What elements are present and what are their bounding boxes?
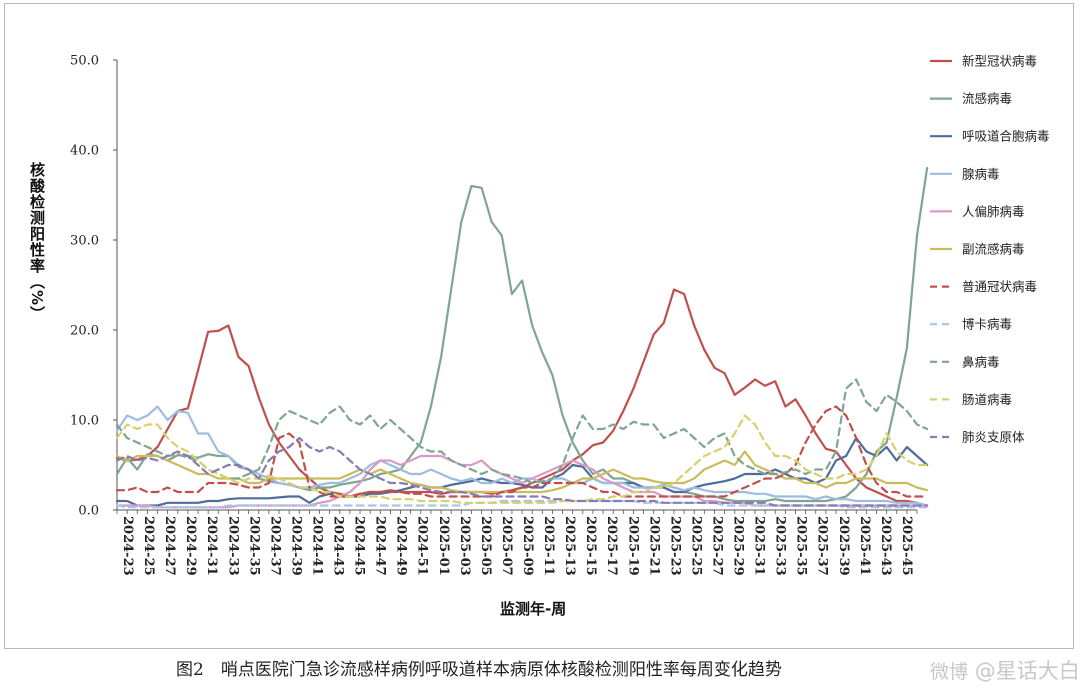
x-tick-label: 2025-35 <box>794 516 809 576</box>
y-axis-label: 核酸检测阳性率（%） <box>28 162 46 323</box>
series-line-鼻病毒 <box>115 378 929 485</box>
line-chart: 0.010.020.030.040.050.0 2024-23 2024-25 20… <box>70 54 1050 576</box>
watermark-text: @星话大白 <box>974 659 1080 683</box>
series-lines <box>115 166 929 509</box>
x-tick-label: 2024-37 <box>267 516 282 576</box>
x-tick-label: 2024-31 <box>204 516 219 576</box>
x-tick-label: 2025-41 <box>857 516 872 576</box>
legend-label: 鼻病毒 <box>962 354 1000 369</box>
chart-frame <box>4 3 1074 649</box>
y-tick-label: 20.0 <box>70 324 99 339</box>
legend-label: 人偏肺病毒 <box>962 204 1025 219</box>
legend-label: 新型冠状病毒 <box>962 54 1037 69</box>
series-line-副流感病毒 <box>115 450 929 494</box>
x-tick-label: 2025-31 <box>752 516 767 576</box>
series-line-新型冠状病毒 <box>115 288 919 504</box>
x-tick-label: 2024-23 <box>120 516 135 576</box>
x-tick-label: 2025-23 <box>667 516 682 576</box>
legend-label: 博卡病毒 <box>962 317 1012 332</box>
x-tick-label: 2025-19 <box>625 516 640 576</box>
series-line-博卡病毒 <box>115 499 929 509</box>
y-axis-ticks: 0.0 10.0 20.0 30.0 40.0 50.0 <box>70 54 117 519</box>
x-tick-label: 2024-47 <box>373 516 388 576</box>
legend-label: 普通冠状病毒 <box>962 279 1037 294</box>
weibo-logo-icon: 微博 <box>930 661 969 683</box>
x-tick-label: 2025-09 <box>520 516 535 576</box>
x-tick-label: 2025-21 <box>646 516 661 576</box>
x-tick-label: 2024-51 <box>415 516 430 576</box>
series-line-肠道病毒 <box>115 414 929 504</box>
x-tick-label: 2024-41 <box>309 516 324 576</box>
series-line-腺病毒 <box>115 405 929 507</box>
x-tick-label: 2025-17 <box>604 516 619 576</box>
watermark: 微博 @星话大白 <box>930 655 1080 685</box>
axes <box>116 60 917 511</box>
legend-label: 肺炎支原体 <box>962 430 1025 445</box>
x-tick-label: 2024-43 <box>331 516 346 576</box>
series-line-呼吸道合胞病毒 <box>115 436 929 507</box>
x-tick-label: 2025-11 <box>541 516 556 576</box>
x-tick-label: 2025-27 <box>709 516 724 576</box>
x-axis-label: 监测年-周 <box>500 600 567 618</box>
x-tick-label: 2025-15 <box>583 516 598 576</box>
y-tick-label: 0.0 <box>78 504 99 519</box>
y-tick-label: 30.0 <box>70 234 99 249</box>
x-tick-label: 2025-03 <box>457 516 472 576</box>
x-tick-label: 2025-01 <box>436 516 451 576</box>
legend-label: 流感病毒 <box>962 91 1012 106</box>
x-tick-label: 2025-43 <box>878 516 893 576</box>
x-tick-label: 2025-13 <box>562 516 577 576</box>
x-tick-label: 2025-29 <box>731 516 746 576</box>
x-tick-label: 2024-27 <box>162 516 177 576</box>
legend: 新型冠状病毒流感病毒呼吸道合胞病毒腺病毒人偏肺病毒副流感病毒普通冠状病毒博卡病毒… <box>930 54 1050 445</box>
x-tick-label: 2025-37 <box>815 516 830 576</box>
figure-caption: 图2 哨点医院门急诊流感样病例呼吸道样本病原体核酸检测阳性率每周变化趋势 <box>176 660 782 680</box>
x-tick-label: 2025-05 <box>478 516 493 576</box>
x-tick-label: 2024-33 <box>225 516 240 576</box>
x-tick-label: 2024-25 <box>141 516 156 576</box>
x-tick-label: 2025-07 <box>499 516 514 576</box>
y-tick-label: 10.0 <box>70 414 99 429</box>
x-tick-label: 2025-45 <box>899 516 914 576</box>
series-line-肺炎支原体 <box>115 436 929 507</box>
x-tick-label: 2024-45 <box>352 516 367 576</box>
legend-label: 呼吸道合胞病毒 <box>962 129 1050 144</box>
x-tick-label: 2024-29 <box>183 516 198 576</box>
series-line-普通冠状病毒 <box>115 405 929 498</box>
y-tick-label: 40.0 <box>70 144 99 159</box>
x-tick-label: 2025-39 <box>836 516 851 576</box>
x-axis-ticks: 2024-23 2024-25 2024-27 2024-29 2024-31 2024-… <box>116 510 918 576</box>
x-tick-label: 2025-25 <box>688 516 703 576</box>
x-tick-label: 2024-35 <box>246 516 261 576</box>
y-tick-label: 50.0 <box>70 54 99 69</box>
legend-label: 腺病毒 <box>962 166 1000 181</box>
x-tick-label: 2025-33 <box>773 516 788 576</box>
x-tick-label: 2024-49 <box>394 516 409 576</box>
x-tick-label: 2024-39 <box>288 516 303 576</box>
series-line-流感病毒 <box>115 166 929 503</box>
legend-label: 副流感病毒 <box>962 242 1025 257</box>
legend-label: 肠道病毒 <box>962 392 1012 407</box>
